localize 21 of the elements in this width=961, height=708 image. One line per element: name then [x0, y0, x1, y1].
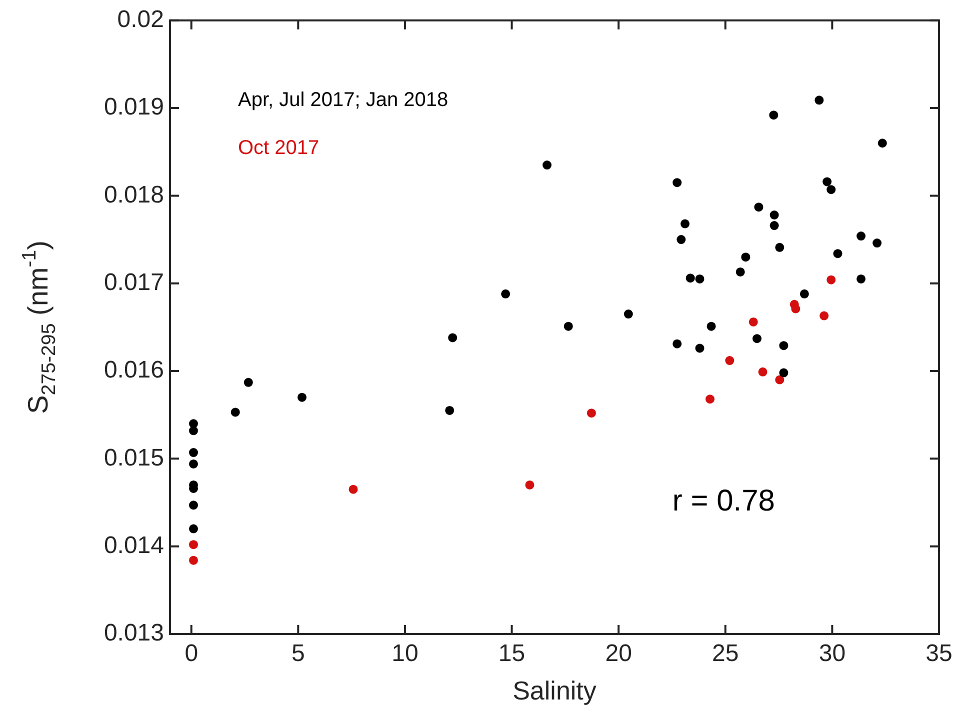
annotation: r = 0.78	[672, 484, 775, 518]
x-tick-label: 15	[498, 640, 526, 668]
text: Oct 2017	[238, 136, 320, 159]
y-tick-label: 0.018	[104, 181, 164, 208]
x-axis-title: Salinity	[512, 676, 596, 706]
y-tick-label: 0.02	[117, 6, 164, 34]
x-tick-label: 35	[926, 640, 952, 668]
y-tick-label: 0.016	[104, 356, 164, 384]
y-tick-label: 0.019	[104, 94, 164, 121]
y-tick-label: 0.014	[104, 532, 164, 559]
x-tick-label: 0	[184, 640, 198, 668]
y-tick-label: 0.017	[104, 268, 164, 296]
x-tick-label: 10	[392, 640, 418, 668]
y-axis-title: S275-295 (nm-1)	[18, 240, 60, 414]
y-tick-label: 0.015	[104, 444, 164, 472]
x-tick-label: 20	[605, 640, 632, 668]
y-tick-label: 0.013	[104, 620, 164, 647]
x-tick-label: 5	[291, 640, 305, 668]
x-tick-label: 30	[818, 640, 846, 668]
x-tick-label: 25	[712, 640, 739, 668]
text: Apr, Jul 2017; Jan 2018	[238, 88, 448, 111]
